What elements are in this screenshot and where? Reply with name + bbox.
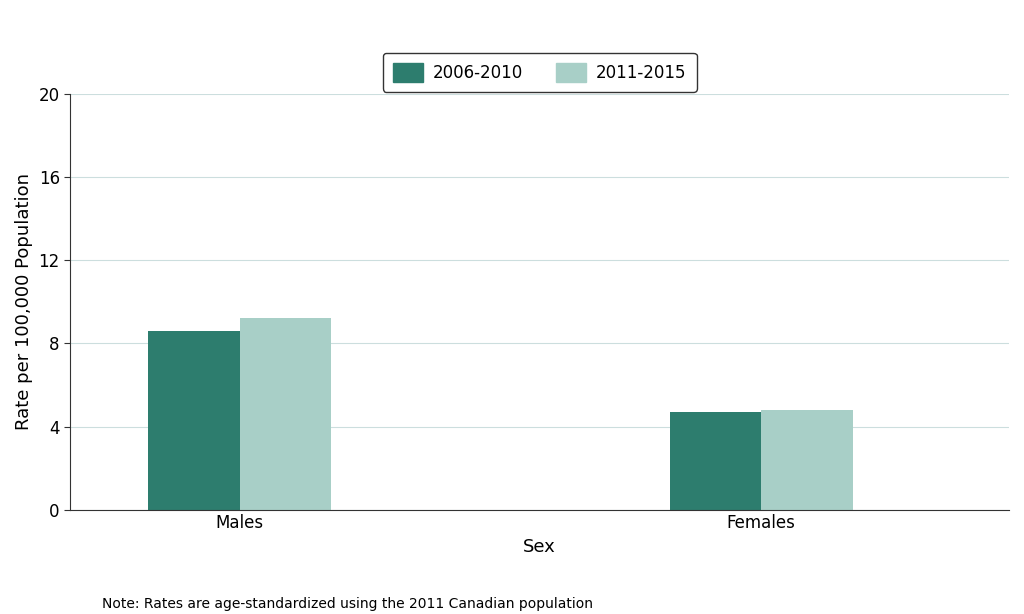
Bar	[148, 331, 240, 510]
Legend: 2006-2010, 2011-2015: 2006-2010, 2011-2015	[383, 53, 696, 92]
Bar	[761, 410, 853, 510]
Y-axis label: Rate per 100,000 Population: Rate per 100,000 Population	[15, 173, 33, 430]
Bar	[670, 412, 761, 510]
Text: Note: Rates are age-standardized using the 2011 Canadian population: Note: Rates are age-standardized using t…	[102, 597, 593, 611]
Bar	[240, 319, 331, 510]
X-axis label: Sex: Sex	[523, 538, 556, 556]
